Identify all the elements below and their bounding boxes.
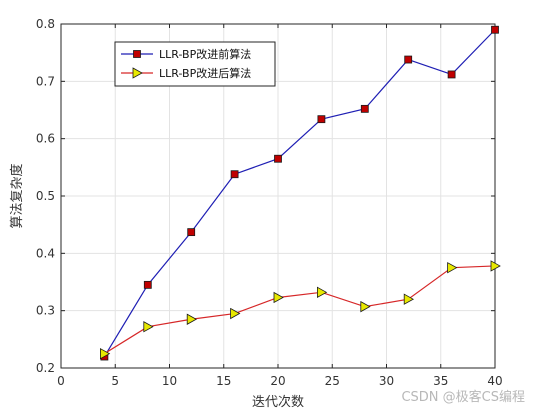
x-tick-label: 0 (57, 374, 65, 388)
y-tick-label: 0.4 (36, 246, 55, 260)
y-tick-label: 0.6 (36, 132, 55, 146)
series-1-point (404, 55, 413, 64)
series-layer (100, 25, 501, 361)
series-2-point (186, 313, 198, 325)
series-2-point (490, 260, 501, 272)
series-1-point (447, 70, 456, 79)
series-2 (100, 260, 501, 360)
series-2-line (104, 265, 496, 355)
x-tick-label: 35 (433, 374, 448, 388)
y-tick-label: 0.8 (36, 17, 55, 31)
series-2-point (403, 293, 415, 305)
x-axis-title: 迭代次数 (252, 394, 304, 410)
series-2-point (100, 347, 111, 360)
legend-marker (132, 67, 143, 79)
y-tick-label: 0.2 (36, 361, 55, 375)
legend-box (114, 41, 276, 87)
series-1-point (274, 154, 282, 163)
legend-item: LLR-BP改进后算法 (121, 66, 251, 80)
legend: LLR-BP改进前算法 LLR-BP改进后算法 (114, 41, 276, 87)
series-2-point (447, 261, 458, 274)
x-tick-label: 5 (111, 374, 119, 388)
axis-ticks: 0 5 10 15 20 25 30 35 40 0.2 0.3 0.4 0.5 0.6 0.7 0.8 (36, 17, 503, 388)
series-1-point (491, 25, 499, 34)
legend-item: LLR-BP改进前算法 (121, 47, 251, 61)
series-1-point (143, 280, 152, 289)
series-2-point (230, 307, 241, 320)
x-tick-label: 10 (162, 374, 177, 388)
series-1-point (317, 115, 326, 124)
series-2-point (273, 291, 284, 304)
x-tick-label: 30 (379, 374, 394, 388)
series-1-point (230, 170, 239, 179)
legend-label: LLR-BP改进前算法 (159, 47, 251, 61)
y-tick-label: 0.5 (36, 189, 55, 203)
y-tick-label: 0.3 (36, 304, 55, 318)
x-tick-label: 25 (325, 374, 340, 388)
x-tick-label: 15 (216, 374, 231, 388)
x-tick-label: 20 (270, 374, 285, 388)
series-2-point (360, 300, 371, 313)
x-tick-label: 40 (487, 374, 502, 388)
legend-marker (133, 50, 141, 58)
series-1-line (103, 29, 496, 357)
y-axis-title: 算法复杂度 (9, 163, 25, 228)
series-2-point (143, 321, 154, 333)
series-1-point (187, 228, 196, 237)
y-tick-label: 0.7 (36, 74, 55, 88)
watermark: CSDN @极客CS编程 (401, 390, 525, 405)
legend-label: LLR-BP改进后算法 (159, 66, 251, 80)
series-2-point (316, 286, 328, 298)
series-1 (100, 25, 499, 361)
series-1-point (360, 104, 369, 113)
